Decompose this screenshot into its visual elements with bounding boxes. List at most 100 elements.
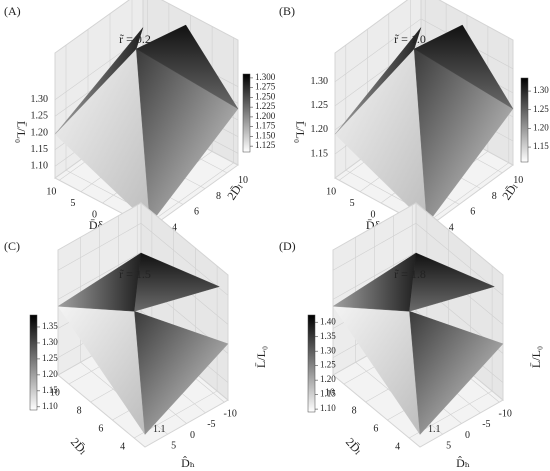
y-tick-label: 8 bbox=[352, 405, 357, 416]
colorbar-tick-label: 1.25 bbox=[42, 353, 58, 363]
x-tick-label: 0 bbox=[190, 430, 195, 441]
colorbar-tick-label: 1.250 bbox=[255, 91, 276, 101]
chart-title: r̃ = 1.8 bbox=[394, 267, 426, 281]
y-tick-label: 6 bbox=[194, 207, 199, 218]
y-axis-label: 2D̄ₗ bbox=[68, 435, 90, 457]
chart-title: r̃ = 0.2 bbox=[119, 32, 151, 46]
colorbar-tick-label: 1.225 bbox=[255, 101, 276, 111]
colorbar-tick-label: 1.150 bbox=[255, 130, 276, 140]
y-tick-label: 6 bbox=[98, 423, 103, 434]
grid-line bbox=[145, 37, 234, 226]
grid-line bbox=[334, 18, 514, 83]
panel: 1086450-5-101.11.21.31.41.101.151.201.25… bbox=[279, 201, 543, 470]
z-tick-label: 1.25 bbox=[31, 111, 49, 122]
y-tick-label: 6 bbox=[373, 423, 378, 434]
x-tick-label: 5 bbox=[70, 198, 75, 209]
colorbar-tick-label: 1.200 bbox=[255, 111, 276, 121]
x-tick-label: 5 bbox=[446, 440, 451, 451]
z-tick-label: 1.25 bbox=[311, 100, 329, 111]
colorbar-tick-label: 1.35 bbox=[42, 321, 58, 331]
y-tick-label: 10 bbox=[325, 387, 335, 398]
y-tick-label: 10 bbox=[513, 175, 523, 186]
y-tick-label: 4 bbox=[395, 441, 400, 452]
y-tick-label: 6 bbox=[470, 207, 475, 218]
colorbar-tick-label: 1.10 bbox=[320, 403, 336, 413]
colorbar-tick-label: 1.25 bbox=[320, 360, 336, 370]
colorbar-tick-label: 1.40 bbox=[320, 316, 336, 326]
grid-line bbox=[332, 252, 504, 325]
y-tick-label: 8 bbox=[77, 405, 82, 416]
z-tick-label: 1.1 bbox=[428, 424, 441, 435]
x-tick-label: 0 bbox=[92, 209, 97, 220]
surface bbox=[136, 24, 239, 110]
z-axis-label: L̄/L₀ bbox=[254, 346, 268, 368]
z-axis-label: L̄/L₀ bbox=[293, 121, 307, 143]
grid-line bbox=[133, 266, 218, 439]
colorbar bbox=[242, 73, 251, 153]
colorbar-tick-label: 1.125 bbox=[255, 140, 276, 150]
colorbar bbox=[307, 314, 316, 413]
x-tick-label: 5 bbox=[171, 440, 176, 451]
y-tick-label: 10 bbox=[238, 175, 248, 186]
colorbar-tick-label: 1.20 bbox=[320, 374, 336, 384]
colorbar-tick-label: 1.35 bbox=[320, 331, 336, 341]
z-axis-label: L̄/L₀ bbox=[14, 121, 28, 143]
grid-line bbox=[422, 37, 510, 226]
colorbar-tick-label: 1.15 bbox=[42, 385, 58, 395]
y-tick-label: 8 bbox=[492, 191, 497, 202]
x-tick-label: 10 bbox=[46, 187, 56, 198]
x-tick-label: 0 bbox=[465, 430, 470, 441]
colorbar-tick-label: 1.175 bbox=[255, 121, 276, 131]
panel-label: (D) bbox=[279, 239, 296, 253]
z-tick-label: 1.30 bbox=[31, 94, 49, 105]
x-tick-label: -5 bbox=[207, 419, 215, 430]
x-axis-label: D̂ₕ bbox=[181, 455, 195, 469]
z-tick-label: 1.10 bbox=[31, 161, 49, 172]
panel-label: (C) bbox=[4, 239, 20, 253]
z-axis-label: L̄/L₀ bbox=[529, 346, 543, 368]
colorbar-tick-label: 1.30 bbox=[42, 337, 58, 347]
y-axis-label: 2D̄ₗ bbox=[343, 435, 365, 457]
grid-line bbox=[408, 266, 493, 439]
colorbar-tick-label: 1.15 bbox=[533, 141, 549, 151]
chart-title: r̃ = 1.0 bbox=[394, 32, 426, 46]
x-tick-label: -10 bbox=[499, 408, 512, 419]
colorbar-tick-label: 1.30 bbox=[320, 345, 336, 355]
z-tick-label: 1.15 bbox=[311, 148, 329, 159]
colorbar-tick-label: 1.15 bbox=[320, 389, 336, 399]
surface bbox=[409, 311, 504, 435]
panel: 1086450-5-101.11.21.31.41.101.151.201.25… bbox=[4, 201, 268, 470]
z-tick-label: 1.20 bbox=[31, 127, 49, 138]
x-tick-label: 0 bbox=[371, 209, 376, 220]
panel-label: (B) bbox=[279, 4, 295, 18]
grid-line bbox=[57, 222, 229, 296]
colorbar-tick-label: 1.20 bbox=[42, 369, 58, 379]
surface bbox=[413, 24, 514, 110]
panel: 1050-5-10468101.151.201.251.301.151.201.… bbox=[279, 0, 549, 243]
y-tick-label: 4 bbox=[120, 441, 125, 452]
colorbar-tick-label: 1.10 bbox=[42, 401, 58, 411]
y-tick-label: 10 bbox=[50, 387, 60, 398]
y-tick-label: 4 bbox=[172, 222, 177, 233]
surface bbox=[134, 252, 220, 312]
colorbar bbox=[520, 77, 529, 163]
colorbar-tick-label: 1.30 bbox=[533, 85, 549, 95]
z-tick-label: 1.1 bbox=[153, 424, 166, 435]
panel: 1050-5-10468101.101.151.201.251.301.1251… bbox=[4, 0, 276, 243]
grid-line bbox=[57, 252, 229, 325]
surface bbox=[54, 27, 144, 135]
surface bbox=[409, 252, 495, 312]
colorbar-tick-label: 1.20 bbox=[533, 122, 549, 132]
x-tick-label: 5 bbox=[350, 198, 355, 209]
z-tick-label: 1.20 bbox=[311, 124, 329, 135]
z-tick-label: 1.15 bbox=[31, 144, 49, 155]
colorbar-tick-label: 1.275 bbox=[255, 82, 276, 92]
panel-label: (A) bbox=[4, 4, 21, 18]
grid-line bbox=[332, 222, 504, 296]
colorbar-tick-label: 1.300 bbox=[255, 72, 276, 82]
y-tick-label: 8 bbox=[216, 191, 221, 202]
y-tick-label: 4 bbox=[449, 222, 454, 233]
chart-title: r̃ = 1.5 bbox=[119, 267, 151, 281]
colorbar bbox=[29, 314, 38, 411]
